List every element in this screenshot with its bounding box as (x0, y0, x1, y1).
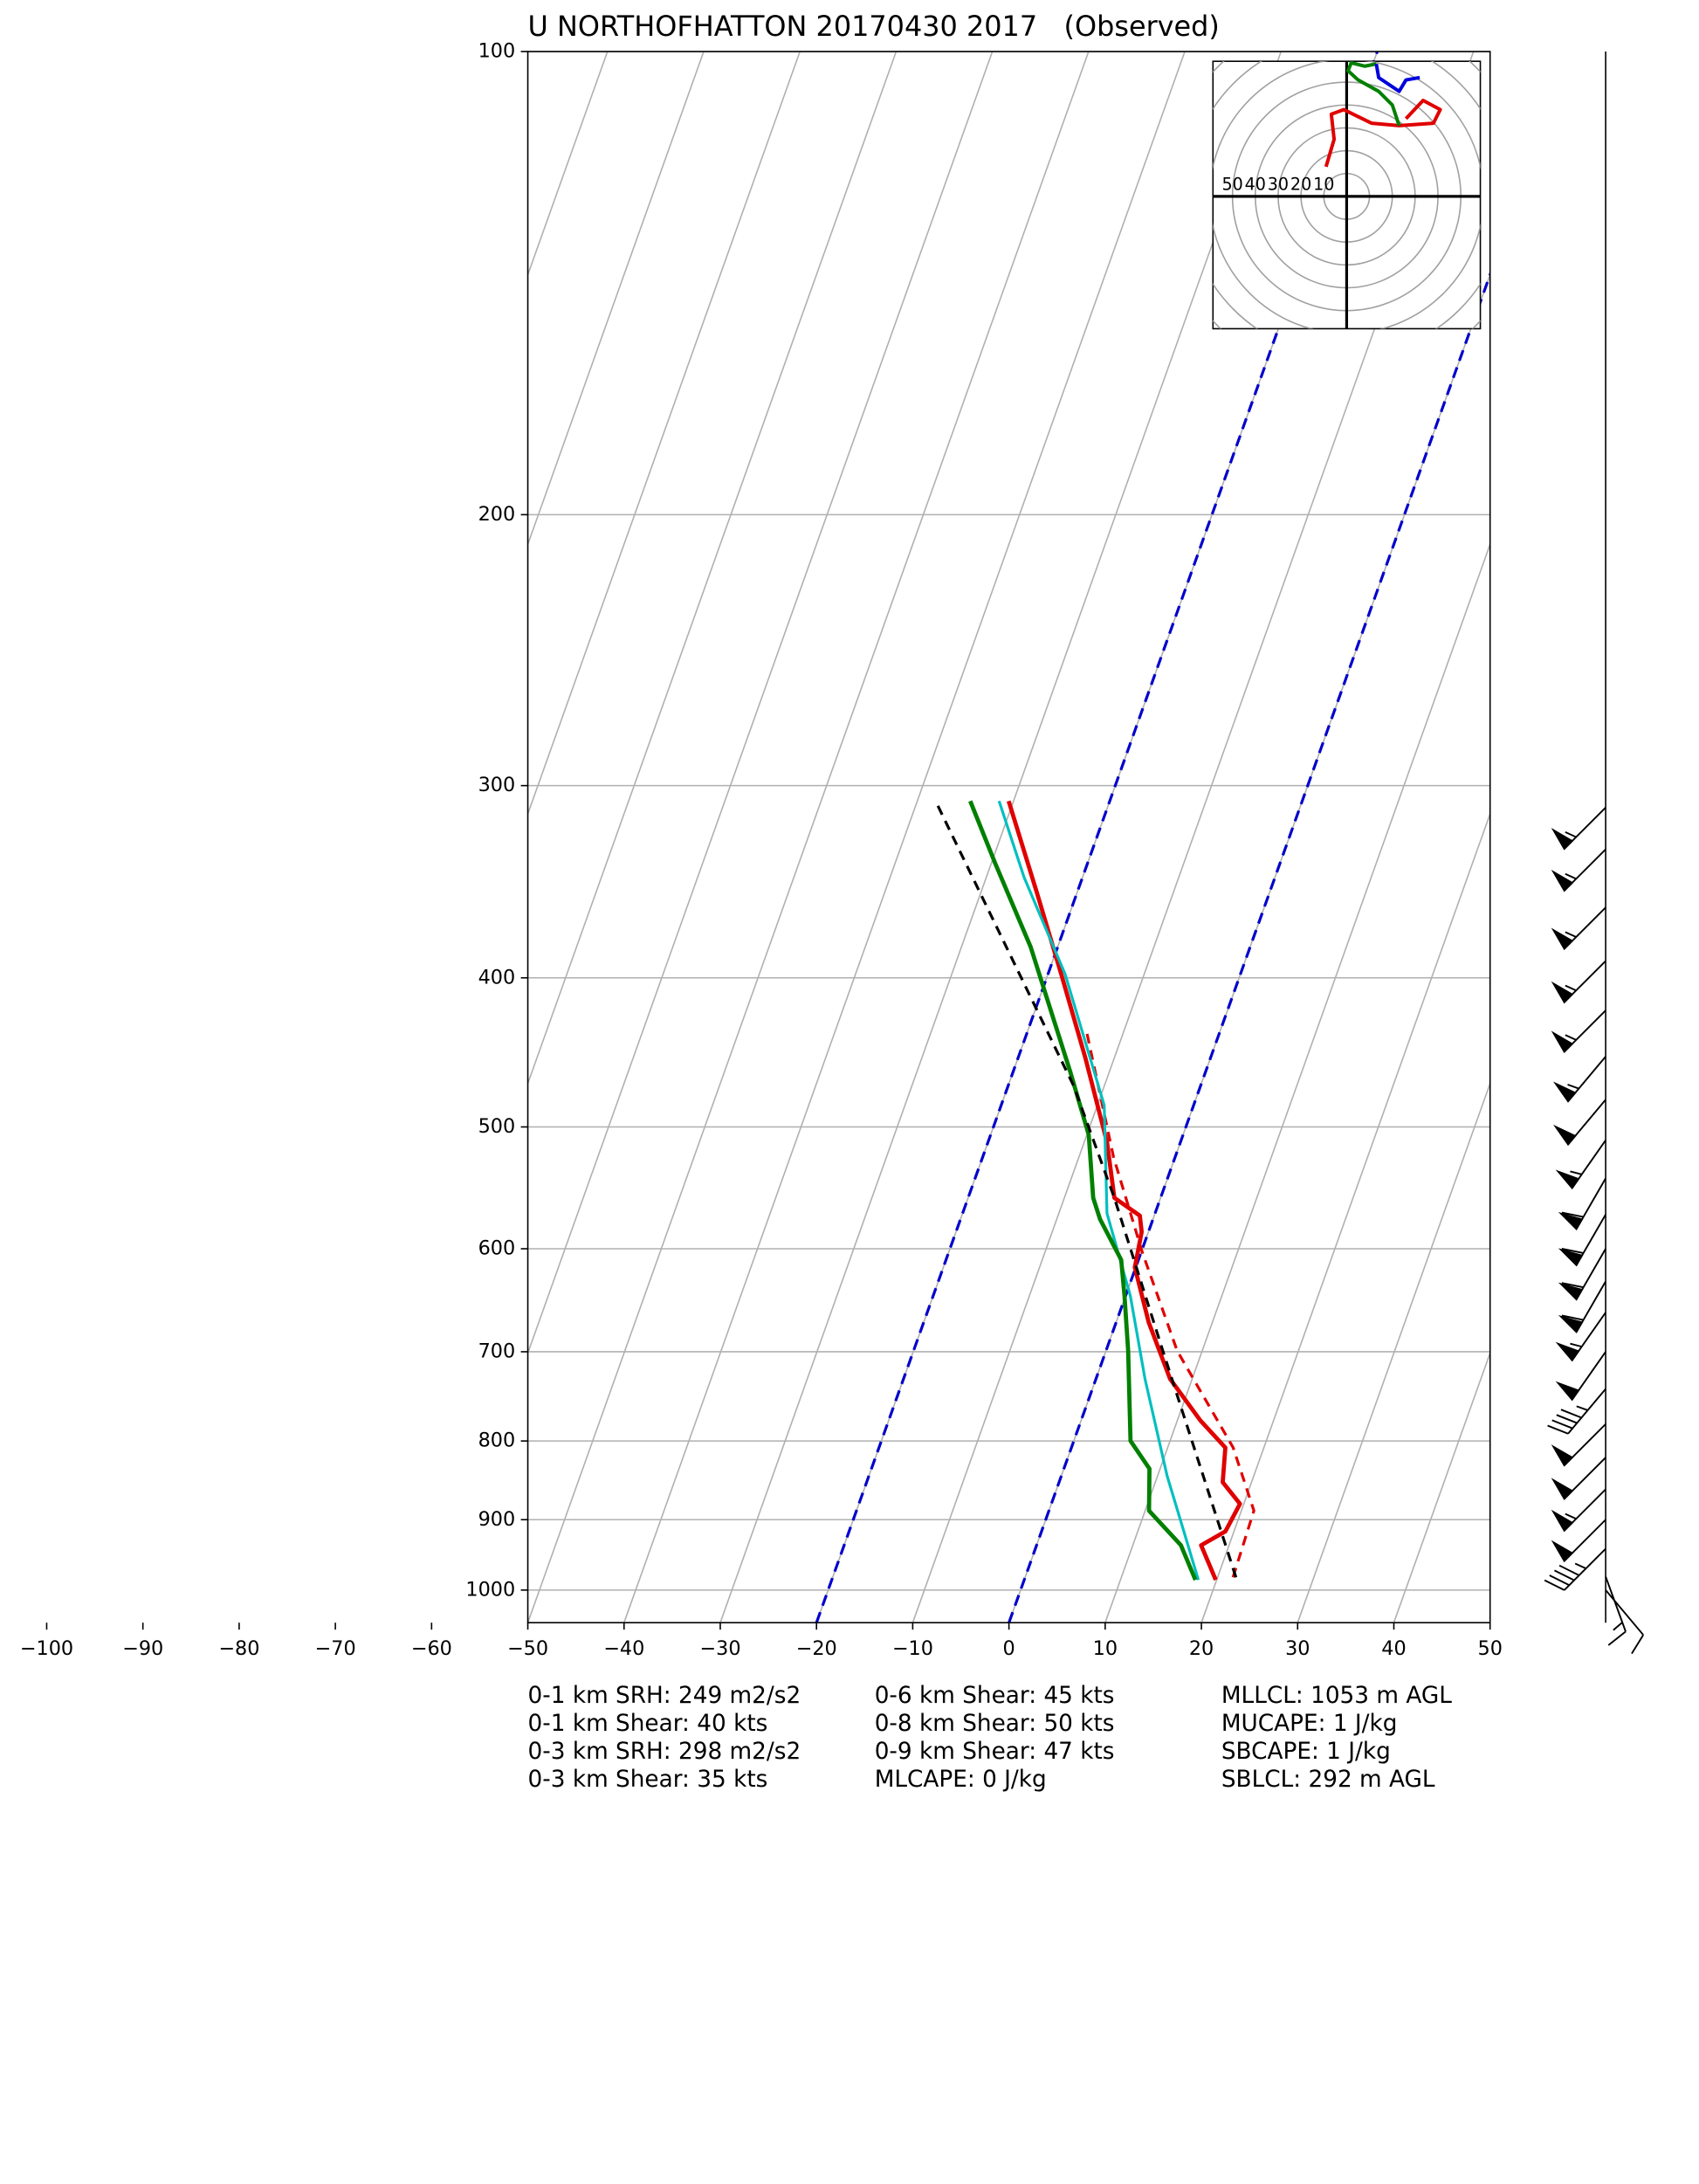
barb-flags (1551, 1509, 1577, 1533)
y-tick-label: 100 (478, 40, 516, 63)
isotherm (527, 52, 801, 816)
x-tick-label: 30 (1285, 1637, 1310, 1660)
x-tick-label: −30 (699, 1637, 740, 1660)
plot-area (527, 52, 1490, 1623)
y-tick-label: 400 (478, 966, 516, 989)
barb-flags (1551, 869, 1577, 892)
barb-flags (1558, 1211, 1584, 1230)
hodo-ring-label: 50 (1221, 175, 1242, 195)
isotherm (1393, 1351, 1490, 1623)
x-tick-label: 20 (1189, 1637, 1214, 1660)
highlight-isotherm (815, 52, 1379, 1623)
barb-flags (1551, 1030, 1577, 1054)
index-text: MLLCL: 1053 m AGL (1221, 1683, 1452, 1709)
isotherm (527, 52, 994, 1355)
highlight-isotherm (1008, 270, 1490, 1623)
profile-line (1084, 1029, 1255, 1578)
hodo-ring-label: 10 (1313, 175, 1334, 195)
index-text: 0-8 km Shear: 50 kts (875, 1711, 1115, 1737)
hodo-line (1324, 99, 1442, 168)
isotherm (623, 52, 1186, 1623)
barb-flags (1558, 1247, 1584, 1267)
index-text: 0-9 km Shear: 47 kts (875, 1739, 1115, 1765)
barb-flags (1555, 1169, 1582, 1190)
x-tick-label: −50 (507, 1637, 548, 1660)
barb-flags (1555, 1381, 1580, 1402)
index-text: MLCAPE: 0 J/kg (875, 1767, 1047, 1793)
barb-flags (1551, 1444, 1574, 1467)
plot-frame (526, 51, 1491, 1624)
index-text: 0-6 km Shear: 45 kts (875, 1683, 1115, 1709)
y-tick-label: 800 (478, 1430, 516, 1452)
barb-flags (1631, 1634, 1644, 1655)
barb-flags (1551, 1478, 1574, 1500)
x-tick-label: −60 (411, 1637, 452, 1660)
profile-line (1007, 800, 1242, 1581)
chart-title: U NORTHOFHATTON 20170430 2017 (Observed) (528, 10, 1220, 43)
index-text: 0-1 km Shear: 40 kts (528, 1711, 768, 1737)
hodo-line (1346, 61, 1401, 127)
index-text: 0-3 km SRH: 298 m2/s2 (528, 1739, 801, 1765)
isotherm (1104, 541, 1490, 1623)
isotherm (719, 52, 1283, 1623)
index-text: MUCAPE: 1 J/kg (1221, 1711, 1398, 1737)
profile-line (934, 800, 1238, 1578)
y-tick-label: 600 (478, 1237, 516, 1260)
x-tick-label: 10 (1093, 1637, 1118, 1660)
isotherm (527, 52, 705, 547)
barb-flags (1555, 1341, 1582, 1362)
x-tick-label: 40 (1381, 1637, 1406, 1660)
x-tick-label: −40 (603, 1637, 644, 1660)
barb-flags (1551, 828, 1577, 851)
isotherm (527, 52, 1090, 1623)
barb-staff (1605, 1589, 1644, 1636)
y-tick-label: 500 (478, 1115, 516, 1138)
barb-staff (1567, 1388, 1606, 1435)
barb-staff (1564, 1547, 1606, 1591)
hodo-ring-label: 20 (1290, 175, 1311, 195)
x-tick-label: −10 (892, 1637, 933, 1660)
barb-flags (1558, 1314, 1584, 1333)
profile-line (968, 800, 1198, 1581)
x-tick-label: −20 (796, 1637, 837, 1660)
index-text: 0-3 km Shear: 35 kts (528, 1767, 768, 1793)
y-tick-label: 200 (478, 503, 516, 526)
isotherm (1200, 811, 1490, 1623)
hodo-line (1374, 63, 1420, 93)
barb-flags (1551, 927, 1577, 951)
hodo-ring-label: 30 (1268, 175, 1289, 195)
barb-flags (1552, 1081, 1579, 1103)
hodo-ring-label: 40 (1245, 175, 1266, 195)
y-tick-label: 900 (478, 1508, 516, 1531)
y-tick-label: 300 (478, 774, 516, 796)
barb-flags (1551, 981, 1577, 1004)
isotherm (527, 52, 898, 1086)
isotherm (1297, 1081, 1490, 1623)
barb-flags (1552, 1124, 1577, 1147)
barb-flags (1558, 1282, 1584, 1301)
index-text: SBCAPE: 1 J/kg (1221, 1739, 1391, 1765)
barb-flags (1547, 1405, 1588, 1435)
y-tick-label: 1000 (465, 1578, 515, 1601)
barb-flags (1607, 1622, 1627, 1646)
x-tick-label: 50 (1478, 1637, 1503, 1660)
x-tick-label: −80 (218, 1637, 259, 1660)
index-text: SBLCL: 292 m AGL (1221, 1767, 1435, 1793)
index-text: 0-1 km SRH: 249 m2/s2 (528, 1683, 801, 1709)
x-tick-label: −70 (315, 1637, 356, 1660)
barb-flags (1551, 1540, 1574, 1563)
x-tick-label: −90 (122, 1637, 163, 1660)
x-tick-label: −100 (20, 1637, 73, 1660)
y-tick-label: 700 (478, 1340, 516, 1362)
barb-flags (1544, 1562, 1586, 1591)
x-tick-label: 0 (1003, 1637, 1015, 1660)
